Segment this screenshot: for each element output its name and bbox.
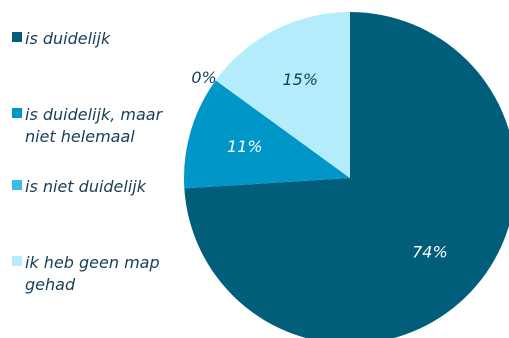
pie-slice-is-duidelijk [184,12,509,338]
data-label-is-duidelijk: 74% [412,242,448,261]
legend-swatch-3 [12,256,22,266]
legend-label-2: is niet duidelijk [25,177,146,196]
legend-label-0: is duidelijk [25,29,111,48]
legend: is duidelijk is duidelijk, maar niet hel… [0,0,163,338]
data-label-is-duidelijk-maar-niet-helemaal: 11% [227,137,263,156]
pie-slice-is-duidelijk-maar-niet-helemaal [184,80,350,189]
legend-swatch-1 [12,108,22,118]
legend-label-3: ik heb geen map gehad [25,253,160,294]
data-label-ik-heb-geen-map-gehad: 15% [282,70,318,89]
legend-swatch-0 [12,32,22,42]
legend-swatch-2 [12,180,22,190]
data-label-is-niet-duidelijk: 0% [191,68,216,87]
legend-label-1: is duidelijk, maar niet helemaal [25,105,163,146]
pie-slice-ik-heb-geen-map-gehad [215,11,350,178]
